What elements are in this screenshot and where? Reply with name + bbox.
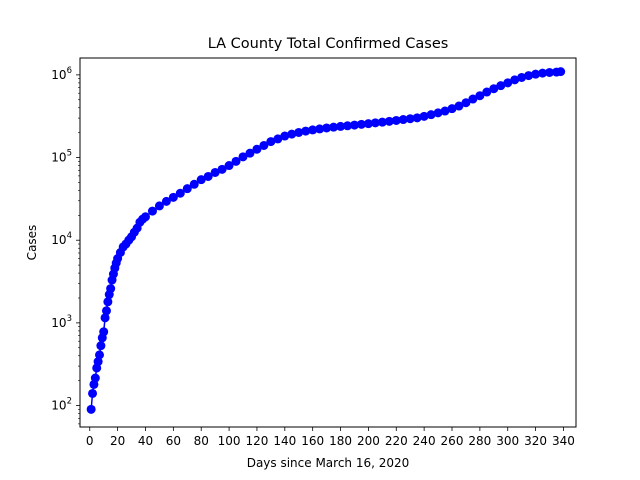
- x-tick-label: 180: [329, 434, 352, 448]
- data-point: [95, 350, 104, 359]
- data-point: [556, 67, 565, 76]
- x-tick-label: 20: [110, 434, 125, 448]
- x-tick-label: 300: [496, 434, 519, 448]
- data-point: [87, 405, 96, 414]
- data-point: [96, 341, 105, 350]
- data-point: [141, 212, 150, 221]
- data-point: [102, 306, 111, 315]
- y-axis-label: Cases: [25, 225, 39, 261]
- x-tick-label: 140: [273, 434, 296, 448]
- data-point: [106, 284, 115, 293]
- x-tick-label: 120: [245, 434, 268, 448]
- x-tick-label: 240: [413, 434, 436, 448]
- x-tick-label: 0: [86, 434, 94, 448]
- x-tick-label: 60: [166, 434, 181, 448]
- x-tick-label: 80: [194, 434, 209, 448]
- x-tick-label: 200: [357, 434, 380, 448]
- x-tick-label: 160: [301, 434, 324, 448]
- x-tick-label: 40: [138, 434, 153, 448]
- x-axis-label: Days since March 16, 2020: [247, 456, 410, 470]
- chart-title: LA County Total Confirmed Cases: [208, 36, 449, 52]
- x-tick-label: 260: [441, 434, 464, 448]
- x-tick-label: 320: [524, 434, 547, 448]
- x-tick-label: 100: [218, 434, 241, 448]
- x-tick-label: 340: [552, 434, 575, 448]
- data-point: [88, 389, 97, 398]
- data-point: [91, 374, 100, 383]
- x-tick-label: 280: [468, 434, 491, 448]
- x-tick-label: 220: [385, 434, 408, 448]
- data-point: [99, 327, 108, 336]
